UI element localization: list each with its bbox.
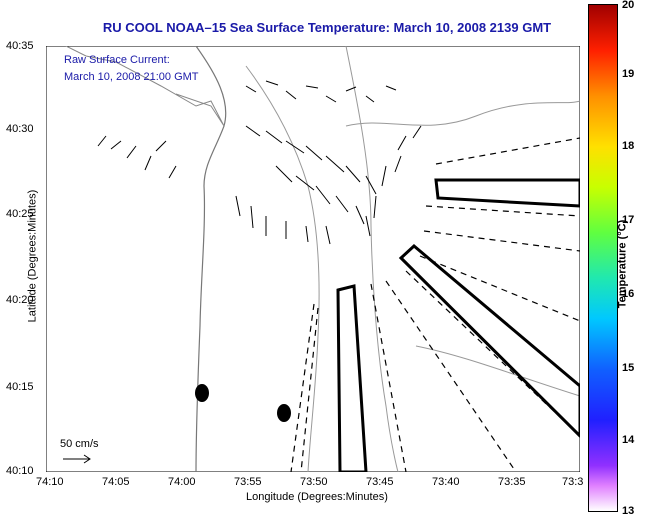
y-tick: 40:10 [6, 465, 34, 477]
legend-line1: Raw Surface Current: [64, 54, 170, 66]
x-tick: 74:00 [168, 476, 196, 488]
contour-line [345, 45, 399, 473]
colorbar-tick: 17 [622, 214, 635, 226]
x-axis-label: Longitude (Degrees:Minutes) [246, 491, 388, 503]
colorbar-tick: 13 [622, 505, 635, 517]
contour-line [415, 345, 581, 397]
scale-label: 50 cm/s [60, 438, 99, 450]
scale-arrow-icon [63, 454, 91, 464]
y-tick: 40:25 [6, 208, 34, 220]
x-tick: 73:3 [562, 476, 584, 488]
x-tick: 73:50 [300, 476, 328, 488]
colorbar-tick: 15 [622, 362, 635, 374]
colorbar-label: Temperature (°C) [616, 219, 629, 309]
x-tick: 73:35 [498, 476, 526, 488]
contour-line [345, 100, 581, 127]
contour-line [245, 65, 320, 473]
mooring-marker [195, 384, 209, 402]
bay-outline [65, 45, 225, 127]
y-tick: 40:30 [6, 123, 34, 135]
mooring-marker [277, 404, 291, 422]
map-plot[interactable]: Raw Surface Current: March 10, 2008 21:0… [45, 45, 582, 474]
current-vectors [97, 80, 422, 245]
temperature-colorbar [588, 4, 618, 512]
map-canvas [45, 45, 582, 474]
x-tick: 73:55 [234, 476, 262, 488]
x-tick: 73:40 [432, 476, 460, 488]
y-tick: 40:15 [6, 381, 34, 393]
colorbar-tick: 20 [622, 0, 635, 11]
x-tick: 73:45 [366, 476, 394, 488]
y-tick: 40:35 [6, 40, 34, 52]
colorbar-tick: 19 [622, 68, 635, 80]
colorbar-tick: 14 [622, 434, 635, 446]
y-tick: 40:20 [6, 294, 34, 306]
colorbar-tick: 16 [622, 288, 635, 300]
legend-line2: March 10, 2008 21:00 GMT [64, 71, 199, 83]
page-title: RU COOL NOAA–15 Sea Surface Temperature:… [102, 20, 552, 35]
x-tick: 74:10 [36, 476, 64, 488]
x-tick: 74:05 [102, 476, 130, 488]
colorbar-tick: 18 [622, 140, 635, 152]
